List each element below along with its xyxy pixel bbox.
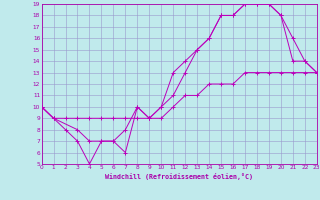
X-axis label: Windchill (Refroidissement éolien,°C): Windchill (Refroidissement éolien,°C) [105, 173, 253, 180]
